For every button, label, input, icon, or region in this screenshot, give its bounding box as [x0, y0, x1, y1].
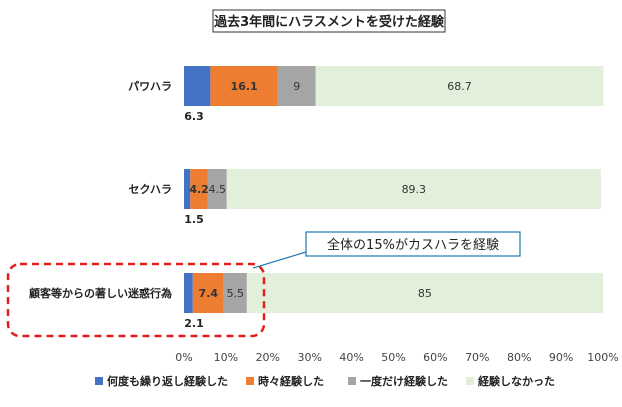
- data-label: 2.1: [184, 317, 204, 330]
- bar-segment: [190, 169, 208, 209]
- bar-segment: [192, 273, 224, 313]
- x-tick-label: 100%: [587, 351, 618, 364]
- data-label: 89.3: [402, 183, 427, 196]
- data-label: 9: [293, 80, 300, 93]
- bar-segment: [184, 273, 193, 313]
- chart-title: 過去3年間にハラスメントを受けた経験: [212, 9, 446, 33]
- x-tick-label: 70%: [465, 351, 489, 364]
- bar-segment: [246, 273, 603, 313]
- data-label: 5.5: [227, 287, 245, 300]
- x-tick-label: 60%: [423, 351, 447, 364]
- data-label: 1.5: [184, 213, 204, 226]
- legend-label: 一度だけ経験した: [360, 374, 448, 388]
- chart-title-box: [212, 9, 446, 33]
- x-axis: 0% 10% 20% 30% 40% 50% 60% 70% 80% 90% 100%: [175, 351, 618, 364]
- legend-swatch: [466, 377, 474, 385]
- x-tick-label: 0%: [175, 351, 192, 364]
- data-label: 85: [418, 287, 432, 300]
- x-tick-label: 20%: [256, 351, 280, 364]
- legend-swatch: [246, 377, 254, 385]
- bar-segment: [207, 169, 227, 209]
- x-tick-label: 90%: [549, 351, 573, 364]
- x-tick-label: 50%: [381, 351, 405, 364]
- data-label: 7.4: [199, 287, 219, 300]
- x-tick-label: 80%: [507, 351, 531, 364]
- bar-segment: [315, 66, 604, 106]
- data-label: 16.1: [231, 80, 258, 93]
- callout-text: 全体の15%がカスハラを経験: [327, 237, 499, 253]
- legend-label: 経験しなかった: [478, 374, 555, 388]
- category-label: セクハラ: [129, 183, 172, 196]
- x-tick-label: 30%: [297, 351, 321, 364]
- callout-box: [305, 231, 521, 257]
- bar-segment: [226, 169, 601, 209]
- bar-segment: [223, 273, 247, 313]
- legend: 何度も繰り返し経験した 時々経験した 一度だけ経験した 経験しなかった: [95, 374, 555, 388]
- bars-group: パワハラ 6.3 16.1 9 68.7 セクハラ 1.5 4.2 4.5 89.3 顧客等からの著…: [29, 66, 604, 330]
- highlight-dashed-frame: [6, 262, 266, 338]
- callout: 全体の15%がカスハラを経験: [252, 231, 521, 269]
- bar-segment: [210, 66, 278, 106]
- data-label: 6.3: [184, 110, 204, 123]
- data-label: 4.5: [209, 183, 227, 196]
- bar-segment: [184, 66, 211, 106]
- data-label: 4.2: [189, 183, 209, 196]
- category-label: 顧客等からの著しい迷惑行為: [29, 286, 172, 300]
- bar-segment: [184, 169, 191, 209]
- bar-segment: [277, 66, 316, 106]
- category-label: パワハラ: [128, 80, 172, 93]
- legend-label: 何度も繰り返し経験した: [107, 374, 228, 388]
- legend-swatch: [348, 377, 356, 385]
- callout-pointer-line: [252, 251, 307, 269]
- x-tick-label: 10%: [214, 351, 238, 364]
- legend-swatch: [95, 377, 103, 385]
- x-tick-label: 40%: [339, 351, 363, 364]
- chart-title-text: 過去3年間にハラスメントを受けた経験: [213, 14, 445, 30]
- legend-label: 時々経験した: [258, 374, 324, 388]
- data-label: 68.7: [447, 80, 472, 93]
